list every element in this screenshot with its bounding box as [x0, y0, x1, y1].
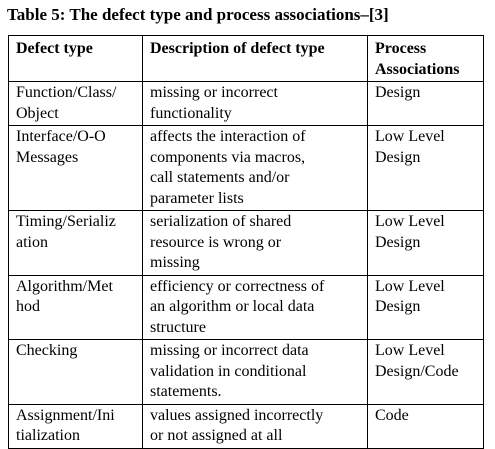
- cell-process: Low Level Design: [367, 210, 484, 276]
- header-row: Defect type Description of defect type P…: [8, 35, 484, 82]
- table-row: Interface/O-O Messages affects the intera…: [8, 125, 484, 211]
- cell-defect-type: Function/Class/Object: [8, 81, 143, 126]
- cell-description: efficiency or correctness of an algorithm…: [142, 274, 368, 340]
- cell-description: values assigned incorrectly or not assign…: [142, 403, 368, 449]
- table-row: Timing/Serializ ation serialization of sh…: [8, 210, 484, 276]
- table-row: Checking missing or incorrect data valida…: [8, 339, 484, 405]
- table-row: Function/Class/Object missing or incorre…: [8, 81, 484, 126]
- cell-process: Design: [367, 81, 484, 126]
- cell-defect-type: Interface/O-O Messages: [8, 125, 143, 211]
- header-defect-type: Defect type: [8, 35, 143, 82]
- defect-process-table: Defect type Description of defect type P…: [8, 35, 484, 449]
- cell-process: Low Level Design/Code: [367, 339, 484, 405]
- header-process-associations: Process Associations: [367, 35, 484, 82]
- cell-process: Low Level Design: [367, 125, 484, 211]
- cell-defect-type: Timing/Serializ ation: [8, 210, 143, 276]
- cell-description: serialization of shared resource is wrong…: [142, 210, 368, 276]
- cell-defect-type: Checking: [8, 339, 143, 405]
- cell-process: Low Level Design: [367, 274, 484, 340]
- table-caption: Table 5: The defect type and process ass…: [7, 5, 389, 24]
- table-row: Algorithm/Met hod efficiency or correctne…: [8, 274, 484, 340]
- header-description: Description of defect type: [142, 35, 368, 82]
- cell-description: missing or incorrect data validation in c…: [142, 339, 368, 405]
- cell-description: missing or incorrect functionality: [142, 81, 368, 126]
- cell-defect-type: Assignment/Ini tialization: [8, 403, 143, 449]
- cell-description: affects the interaction of components via…: [142, 125, 368, 211]
- cell-defect-type: Algorithm/Met hod: [8, 274, 143, 340]
- cell-process: Code: [367, 403, 484, 449]
- table-row: Assignment/Ini tialization values assigne…: [8, 403, 484, 449]
